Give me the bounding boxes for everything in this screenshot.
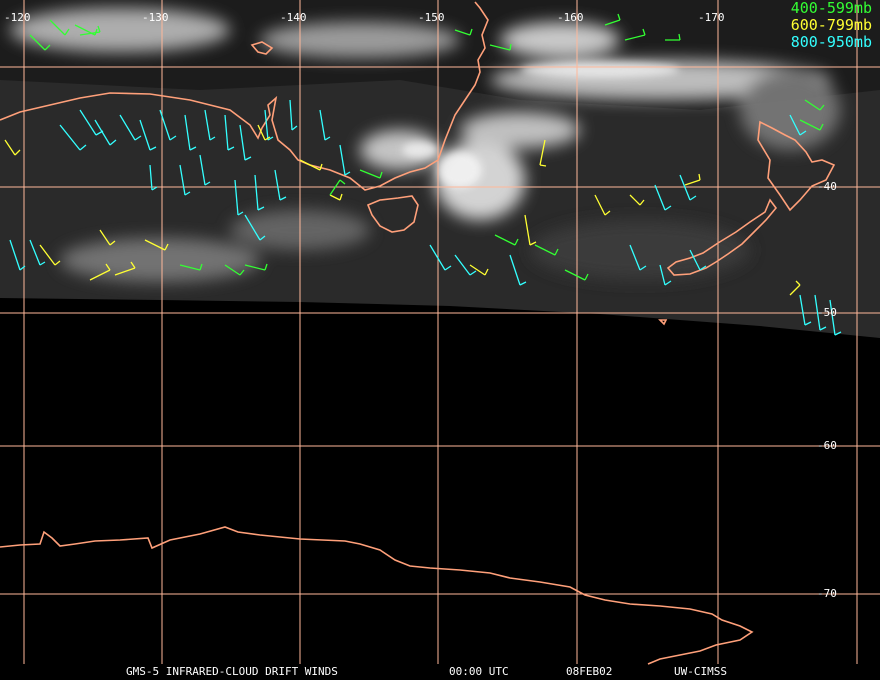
lon-label-160: -160 <box>557 11 584 24</box>
lat-lon-grid <box>0 0 880 664</box>
lat-label-60: -60 <box>817 439 837 452</box>
satellite-imagery <box>0 0 880 338</box>
lon-label-150: -150 <box>418 11 445 24</box>
lat-label-50: -50 <box>817 306 837 319</box>
coastlines <box>0 1 836 665</box>
footer-caption: GMS-5 INFRARED-CLOUD DRIFT WINDS 00:00 U… <box>0 664 880 680</box>
tasmania-coast <box>366 195 419 233</box>
lat-label-40: -40 <box>817 180 837 193</box>
pressure-legend: 400-599mb 600-799mb 800-950mb <box>791 0 872 51</box>
nz-south-island <box>666 198 778 276</box>
lon-label-130: -130 <box>142 11 169 24</box>
wind-barbs-400-599mb <box>29 13 825 281</box>
lat-label-70: -70 <box>817 587 837 600</box>
australia-coast <box>0 1 489 191</box>
antarctica-coast <box>0 526 754 665</box>
footer-date: 08FEB02 <box>566 665 613 678</box>
wind-barbs-600-799mb <box>4 124 801 296</box>
legend-item-600-799mb: 600-799mb <box>790 16 872 34</box>
wind-barbs-800-950mb <box>9 99 842 336</box>
legend-item-800-950mb: 800-950mb <box>790 33 872 51</box>
footer-title: GMS-5 INFRARED-CLOUD DRIFT WINDS <box>126 665 338 678</box>
footer-time: 00:00 UTC <box>449 665 509 678</box>
longitude-labels: -120 -130 -140 -150 -160 -170 <box>4 11 725 24</box>
footer-source: UW-CIMSS <box>674 665 727 678</box>
kangaroo-island <box>250 41 274 55</box>
latitude-labels: -40 -50 -60 -70 <box>817 180 837 600</box>
nz-north-island <box>757 120 836 212</box>
lon-label-170: -170 <box>698 11 725 24</box>
lon-label-120: -120 <box>4 11 31 24</box>
legend-item-400-599mb: 400-599mb <box>790 0 872 17</box>
lon-label-140: -140 <box>280 11 307 24</box>
